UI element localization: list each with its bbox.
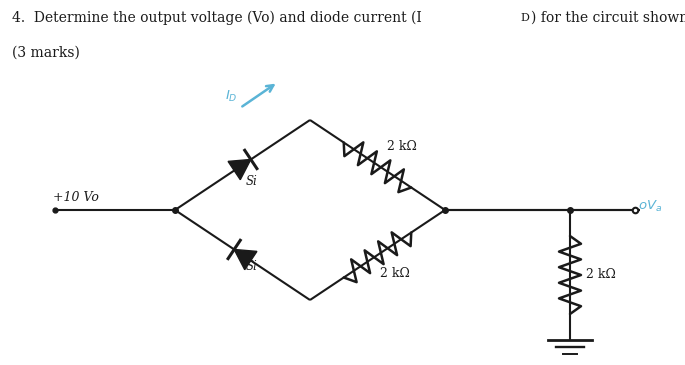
Text: 2 kΩ: 2 kΩ bbox=[388, 141, 417, 154]
Text: $I_D$: $I_D$ bbox=[225, 89, 238, 104]
Text: 2 kΩ: 2 kΩ bbox=[380, 267, 410, 280]
Text: D: D bbox=[521, 13, 530, 23]
Text: $oV_a$: $oV_a$ bbox=[638, 199, 662, 214]
Polygon shape bbox=[234, 249, 257, 270]
Polygon shape bbox=[228, 160, 251, 180]
Text: 2 kΩ: 2 kΩ bbox=[586, 269, 616, 281]
Text: Si: Si bbox=[245, 260, 258, 273]
Text: (3 marks): (3 marks) bbox=[12, 46, 80, 59]
Text: +10 Vo: +10 Vo bbox=[53, 191, 99, 204]
Text: 4.  Determine the output voltage (Vo) and diode current (I: 4. Determine the output voltage (Vo) and… bbox=[12, 11, 422, 25]
Text: ) for the circuit shown below.: ) for the circuit shown below. bbox=[531, 11, 685, 25]
Text: Si: Si bbox=[245, 175, 258, 188]
